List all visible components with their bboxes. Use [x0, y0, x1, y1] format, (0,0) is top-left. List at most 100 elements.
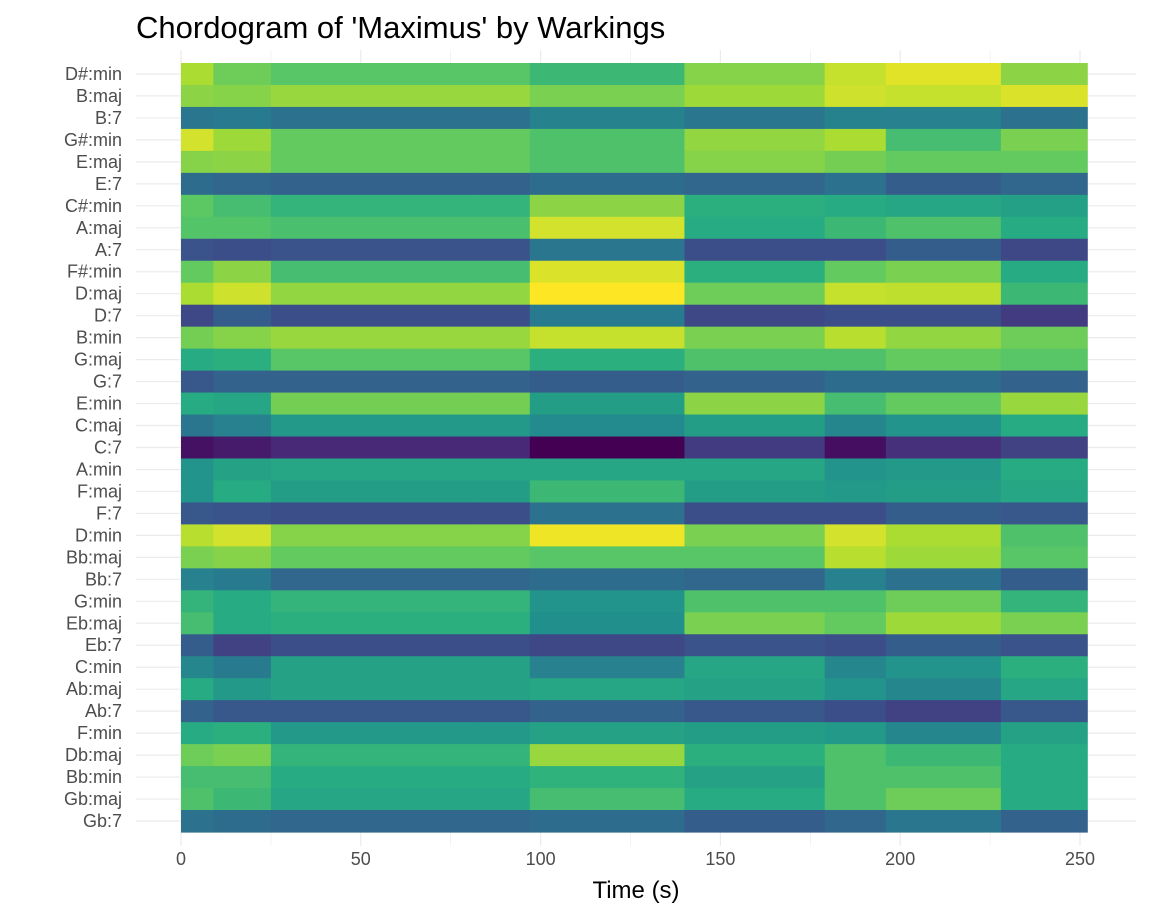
- heatmap-cell: [181, 436, 214, 460]
- heatmap-cell: [529, 480, 686, 504]
- y-tick-label: B:7: [95, 108, 122, 128]
- heatmap-cell: [529, 106, 686, 130]
- heatmap-cell: [181, 678, 214, 701]
- heatmap-cell: [684, 678, 826, 701]
- heatmap-cell: [213, 788, 272, 811]
- heatmap-cell: [213, 392, 272, 416]
- heatmap-cell: [885, 546, 1002, 569]
- heatmap-cell: [684, 524, 826, 547]
- heatmap-cell: [529, 392, 686, 416]
- heatmap-cell: [181, 348, 214, 372]
- heatmap-cell: [213, 810, 272, 833]
- heatmap-cell: [181, 788, 214, 811]
- y-tick-label: A:7: [95, 240, 122, 260]
- heatmap-cell: [824, 612, 887, 635]
- heatmap-cell: [684, 700, 826, 723]
- heatmap-cell: [475, 370, 531, 394]
- heatmap-cell: [475, 524, 531, 547]
- heatmap-cell: [684, 810, 826, 833]
- heatmap-cell: [270, 590, 477, 613]
- heatmap-cell: [270, 436, 477, 460]
- heatmap-cell: [529, 634, 686, 657]
- heatmap-cell: [885, 216, 1002, 240]
- heatmap-cell: [475, 678, 531, 701]
- heatmap-cell: [1000, 502, 1088, 525]
- heatmap-cell: [824, 524, 887, 547]
- heatmap-cell: [885, 282, 1002, 306]
- heatmap-cell: [885, 63, 1002, 86]
- heatmap-cell: [824, 128, 887, 152]
- heatmap-cell: [885, 744, 1002, 767]
- heatmap-cell: [181, 546, 214, 569]
- heatmap-cell: [885, 590, 1002, 613]
- heatmap-cell: [213, 238, 272, 262]
- heatmap-cell: [213, 590, 272, 613]
- heatmap-cell: [270, 194, 477, 218]
- heatmap-cell: [824, 546, 887, 569]
- heatmap-cell: [885, 414, 1002, 438]
- heatmap-cell: [1000, 568, 1088, 591]
- heatmap-cell: [824, 172, 887, 196]
- heatmap-cell: [824, 304, 887, 328]
- x-tick-labels: 0 50 100 150 200 250: [176, 849, 1095, 869]
- heatmap-cell: [529, 216, 686, 240]
- heatmap-cell: [529, 238, 686, 262]
- heatmap-cell: [529, 128, 686, 152]
- heatmap-cell: [181, 744, 214, 767]
- y-tick-label: Db:maj: [65, 745, 122, 765]
- heatmap-cell: [475, 546, 531, 569]
- heatmap-cell: [181, 128, 214, 152]
- heatmap-cell: [475, 172, 531, 196]
- heatmap-cell: [1000, 656, 1088, 679]
- heatmap-cell: [475, 810, 531, 833]
- heatmap-cell: [684, 590, 826, 613]
- heatmap-cell: [885, 524, 1002, 547]
- heatmap-cell: [181, 172, 214, 196]
- y-tick-label: G#:min: [64, 130, 122, 150]
- heatmap-cell: [824, 480, 887, 504]
- heatmap-cell: [270, 810, 477, 833]
- y-tick-label: E:min: [76, 394, 122, 414]
- heatmap-cell: [270, 260, 477, 284]
- heatmap-cell: [475, 326, 531, 350]
- heatmap-cell: [684, 634, 826, 657]
- heatmap-cell: [529, 568, 686, 591]
- y-tick-label: A:min: [76, 459, 122, 479]
- heatmap-cell: [824, 722, 887, 745]
- heatmap-cell: [529, 63, 686, 86]
- heatmap-cell: [529, 458, 686, 482]
- heatmap-cell: [529, 436, 686, 460]
- y-tick-label: C:maj: [75, 416, 122, 436]
- heatmap-cell: [213, 150, 272, 174]
- heatmap-cell: [529, 370, 686, 394]
- heatmap-cell: [213, 63, 272, 86]
- heatmap-cell: [213, 194, 272, 218]
- heatmap-cell: [529, 194, 686, 218]
- heatmap-cell: [213, 678, 272, 701]
- heatmap-cell: [684, 194, 826, 218]
- heatmap-cells: [181, 63, 1088, 833]
- heatmap-cell: [1000, 392, 1088, 416]
- heatmap-cell: [684, 260, 826, 284]
- heatmap-cell: [181, 106, 214, 130]
- heatmap-cell: [1000, 546, 1088, 569]
- heatmap-cell: [885, 436, 1002, 460]
- heatmap-cell: [475, 150, 531, 174]
- heatmap-cell: [529, 282, 686, 306]
- y-tick-label: Gb:7: [83, 811, 122, 831]
- heatmap-cell: [684, 348, 826, 372]
- heatmap-cell: [475, 700, 531, 723]
- heatmap-cell: [885, 766, 1002, 789]
- heatmap-cell: [475, 656, 531, 679]
- heatmap-cell: [270, 84, 477, 108]
- heatmap-cell: [270, 326, 477, 350]
- heatmap-cell: [181, 150, 214, 174]
- heatmap-cell: [213, 612, 272, 635]
- heatmap-cell: [270, 656, 477, 679]
- heatmap-cell: [475, 502, 531, 525]
- heatmap-cell: [1000, 216, 1088, 240]
- heatmap-cell: [684, 480, 826, 504]
- heatmap-cell: [181, 282, 214, 306]
- heatmap-cell: [529, 414, 686, 438]
- heatmap-cell: [1000, 172, 1088, 196]
